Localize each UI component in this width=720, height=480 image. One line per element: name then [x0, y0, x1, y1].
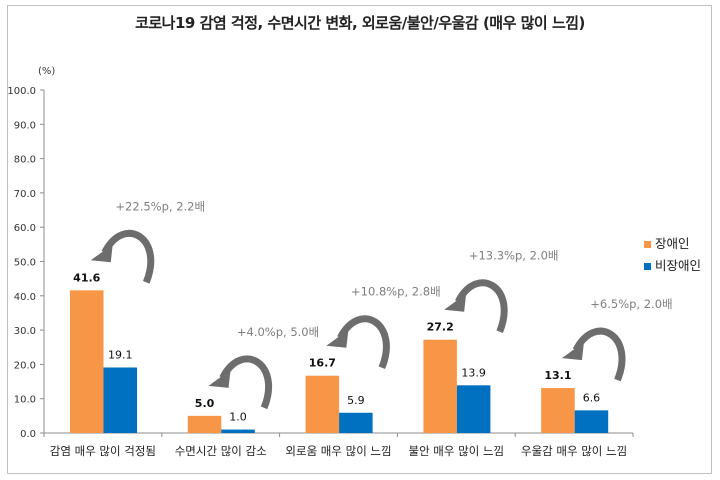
x-tick-label: 우울감 매우 많이 느낌 — [521, 444, 627, 458]
y-tick-label: 80.0 — [14, 155, 36, 166]
arrow-icon — [444, 279, 508, 334]
y-tick-label: 100.0 — [7, 86, 36, 97]
data-label: 13.9 — [461, 366, 486, 379]
bar-disabled — [423, 339, 457, 433]
legend-label: 비장애인 — [655, 258, 701, 273]
data-label: 41.6 — [73, 271, 100, 284]
diff-annotation: +10.8%p, 2.8배 — [351, 285, 441, 299]
y-tick-label: 60.0 — [14, 223, 36, 234]
bar-non-disabled — [221, 429, 255, 433]
diff-annotation: +4.0%p, 5.0배 — [237, 325, 319, 339]
bar-non-disabled — [339, 412, 373, 433]
arrows: +22.5%p, 2.2배 +4.0%p, 5.0배 +10.8%p, 2.8배 +1… — [90, 199, 673, 410]
data-label: 16.7 — [309, 357, 336, 370]
arrow-icon — [208, 355, 273, 410]
legend-label: 장애인 — [655, 236, 690, 251]
x-tick-label: 수면시간 많이 감소 — [175, 444, 267, 458]
y-tick-label: 40.0 — [14, 292, 36, 303]
diff-annotation: +13.3%p, 2.0배 — [469, 249, 559, 263]
y-axis-label: (%) — [38, 66, 55, 77]
diff-annotation: +6.5%p, 2.0배 — [590, 297, 672, 311]
bar-disabled — [305, 375, 340, 433]
arrow-icon — [561, 327, 626, 382]
data-label: 27.2 — [427, 321, 454, 334]
data-label: 5.9 — [347, 394, 365, 407]
y-tick-label: 20.0 — [14, 360, 36, 371]
bar-non-disabled — [574, 410, 609, 433]
bar-disabled — [187, 415, 222, 433]
diff-annotation: +22.5%p, 2.2배 — [115, 199, 205, 213]
x-tick-label: 불안 매우 많이 느낌 — [408, 444, 504, 458]
axes: 0.0 10.0 20.0 30.0 40.0 50.0 60.0 70.0 80.0 90.0 1… — [7, 86, 634, 458]
bar-non-disabled — [103, 367, 137, 433]
legend-swatch — [644, 263, 651, 270]
data-label: 1.0 — [229, 411, 247, 424]
data-label: 6.6 — [583, 391, 601, 404]
data-label: 19.1 — [108, 348, 133, 361]
y-tick-label: 0.0 — [20, 429, 36, 440]
legend-swatch — [644, 241, 651, 248]
bars: 41.6 5.0 16.7 27.2 13.1 19.1 1.0 5.9 13.9 6.6 — [70, 271, 609, 433]
arrow-icon — [90, 229, 155, 284]
chart-title: 코로나19 감염 걱정, 수면시간 변화, 외로움/불안/우울감 (매우 많이 … — [135, 14, 585, 32]
y-tick-label: 70.0 — [14, 189, 36, 200]
bar-disabled — [70, 290, 104, 433]
data-label: 13.1 — [544, 369, 571, 382]
bar-non-disabled — [456, 385, 491, 433]
x-tick-label: 감염 매우 많이 걱정됨 — [50, 444, 156, 458]
y-tick-label: 30.0 — [14, 326, 36, 337]
y-tick-label: 50.0 — [14, 258, 36, 269]
y-tick-label: 10.0 — [14, 395, 36, 406]
x-tick-label: 외로움 매우 많이 느낌 — [285, 444, 391, 458]
data-label: 5.0 — [195, 397, 215, 410]
bar-disabled — [541, 388, 575, 433]
arrow-icon — [326, 315, 390, 370]
y-tick-label: 90.0 — [14, 120, 36, 131]
